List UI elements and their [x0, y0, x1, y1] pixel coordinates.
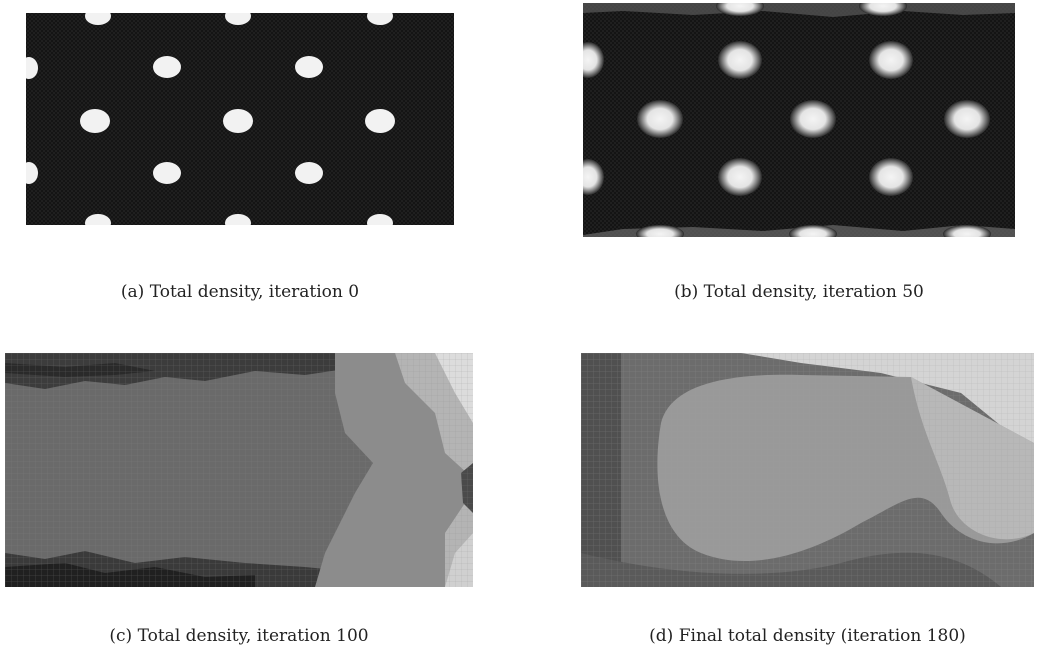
panel-c-image	[5, 353, 473, 587]
panel-a-image	[26, 13, 454, 225]
panel-d-caption: (d) Final total density (iteration 180)	[649, 626, 966, 646]
panel-c-caption: (c) Total density, iteration 100	[109, 626, 369, 646]
panel-d-image	[581, 353, 1034, 587]
panel-a-caption: (a) Total density, iteration 0	[120, 282, 360, 302]
panel-b-image	[583, 3, 1015, 237]
panel-b-caption: (b) Total density, iteration 50	[674, 282, 924, 302]
